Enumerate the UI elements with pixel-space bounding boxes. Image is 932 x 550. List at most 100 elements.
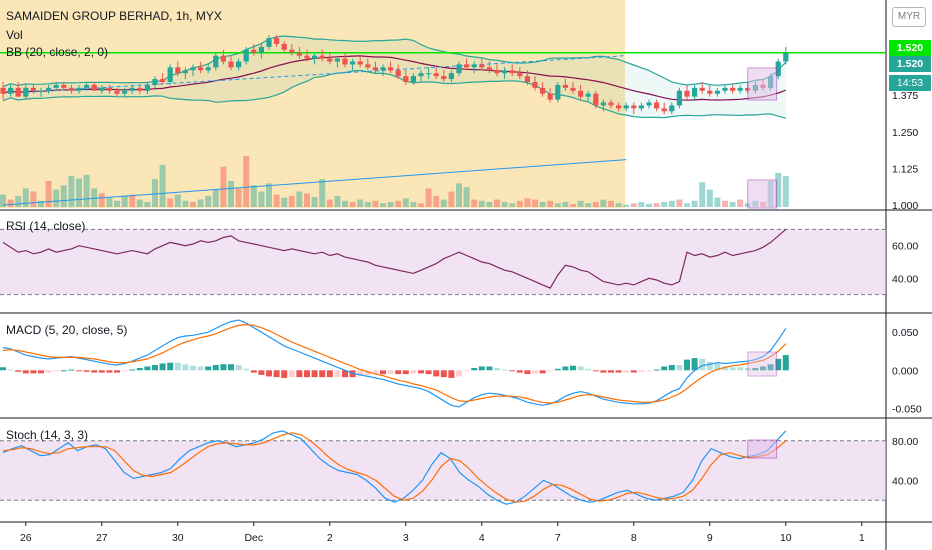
volume-bar [737,199,744,207]
candle-body [547,93,553,100]
candle-body [464,64,470,68]
candle-body [137,87,143,91]
macd-histogram-bar [684,359,690,371]
highlight-box-price[interactable] [747,67,778,101]
macd-histogram-bar [91,370,98,373]
macd-histogram-bar [539,370,546,374]
volume-bar [212,189,219,207]
macd-histogram-bar [106,370,113,373]
highlight-box-stoch[interactable] [747,439,778,459]
volume-bar [501,202,508,207]
highlight-box-volume[interactable] [747,179,778,209]
volume-bar [83,174,90,207]
macd-histogram-bar [524,370,531,375]
trendline[interactable] [2,159,627,206]
candle-body [585,93,591,97]
macd-histogram-bar [653,369,660,371]
macd-histogram-bar [190,365,196,371]
volume-bar [387,202,394,207]
volume-bar [220,166,227,207]
candle-body [524,76,530,82]
candle-body [342,58,348,65]
macd-histogram-bar [364,370,371,375]
volume-bar [410,202,417,207]
volume-bar [190,202,196,207]
macd-histogram-bar [281,370,288,378]
currency-button[interactable]: MYR [892,7,926,27]
volume-bar [661,202,668,207]
macd-histogram-bar [448,370,455,378]
volume-bar [418,203,424,207]
candle-body [699,87,705,91]
candle-body [114,90,120,94]
volume-bar [691,200,698,207]
volume-bar [159,164,166,207]
volume-bar [22,188,29,207]
candle-body [46,87,52,91]
macd-histogram-bar [402,370,409,375]
macd-histogram-bar [767,364,774,371]
macd-histogram-bar [615,370,622,373]
stoch-label: Stoch (14, 3, 3) [6,428,89,442]
highlight-box-macd[interactable] [747,351,778,377]
macd-axis-tick: 0.050 [892,327,918,339]
candle-body [395,70,401,77]
macd-histogram-bar [395,370,402,375]
macd-histogram-bar [311,370,318,378]
symbol-title: SAMAIDEN GROUP BERHAD, 1h, MYX [6,9,222,23]
macd-histogram-bar [676,364,683,371]
bb-lower-line [2,69,786,119]
candle-body [403,76,409,82]
macd-histogram-bar [22,370,29,374]
macd-histogram-bar [630,370,637,373]
candle-body [312,55,318,59]
candle-body [38,90,44,92]
candle-body [730,87,736,91]
candle-body [684,90,690,97]
stoch-d-line [2,432,787,503]
candle-body [638,105,644,109]
volume-bar [182,200,189,207]
macd-histogram-bar [304,370,310,378]
candle-body [441,76,447,80]
volume-bar [76,178,82,207]
rsi-label: RSI (14, close) [6,219,86,233]
macd-histogram-bar [136,368,143,371]
candle-body [319,55,325,59]
volume-bar [0,194,6,207]
volume-bar [357,199,364,207]
macd-histogram-bar [433,370,440,377]
candle-body [646,102,652,106]
volume-bar [152,179,158,207]
time-axis-label: 8 [631,532,637,544]
volume-bar [729,202,736,207]
candle-body [448,73,454,80]
candle-body [296,52,302,56]
time-axis-label: 26 [20,532,32,544]
macd-histogram-bar [60,370,67,372]
rsi-band-fill [0,229,886,295]
macd-histogram-bar [760,366,766,371]
macd-histogram-bar [7,369,14,371]
macd-histogram-bar [53,370,60,372]
macd-histogram-bar [608,370,614,373]
candle-body [357,61,363,65]
candle-body [220,55,226,62]
macd-histogram-bar [600,370,607,373]
volume-bar [425,188,432,207]
macd-histogram-bar [235,364,242,371]
macd-histogram-bar [782,355,789,371]
macd-histogram-bar [387,370,394,375]
macd-histogram-bar [45,370,52,373]
time-axis-label: 9 [707,532,713,544]
macd-histogram-bar [425,370,432,375]
candle-body [99,87,105,91]
macd-histogram-bar [752,368,759,371]
candle-body [509,70,515,74]
candle-body [8,87,14,94]
volume-bar [250,185,257,207]
candle-body [593,93,599,106]
dashed-trendline[interactable] [25,55,627,93]
candle-body [122,90,128,94]
